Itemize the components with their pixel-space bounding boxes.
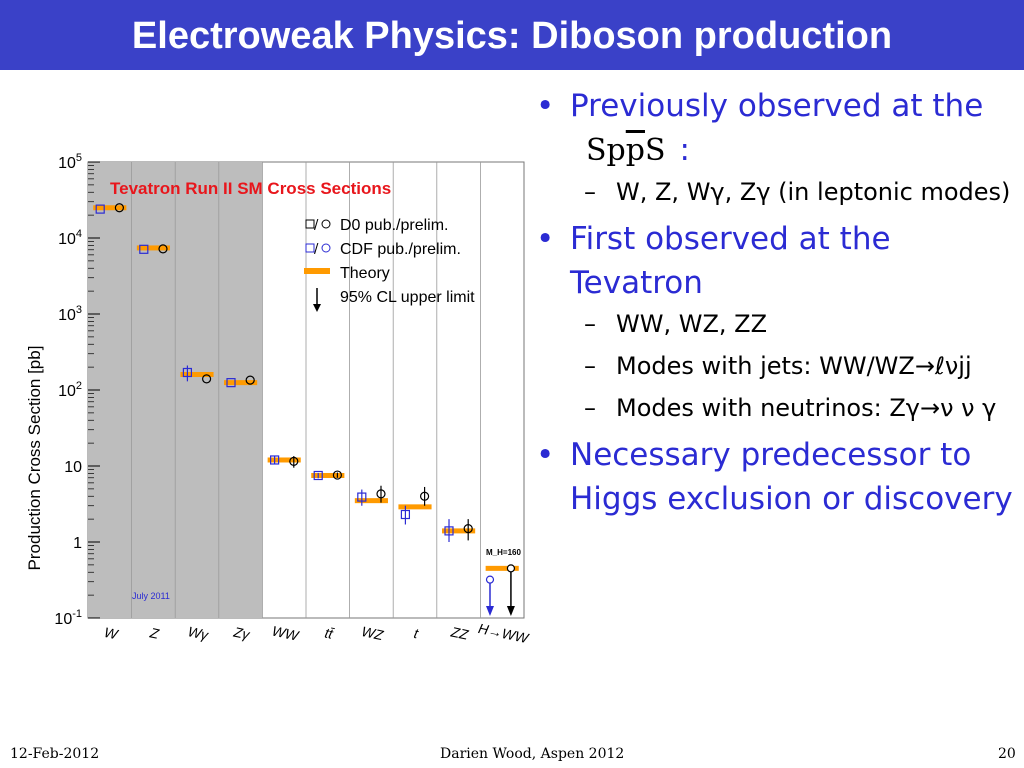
legend-d0-square (305, 219, 315, 229)
title-bar (0, 0, 1024, 70)
cdf-limit-point (485, 575, 495, 584)
theory-band (180, 371, 214, 377)
x-category-label: WW (271, 623, 302, 645)
d0-point (201, 374, 212, 384)
theory-band (354, 498, 388, 504)
x-category-label: t (412, 625, 420, 642)
d0-point (114, 203, 124, 213)
theory-band (311, 472, 345, 478)
x-category-label: WZ (360, 623, 385, 643)
theory-band (224, 380, 258, 386)
d0-limit-arrowhead (506, 606, 515, 616)
legend-limit-label: 95% CL upper limit (340, 289, 475, 306)
sub-bullet-text: WW, WZ, ZZ (616, 310, 768, 338)
legend-cdf-label: CDF pub./prelim. (340, 241, 461, 258)
x-category-label: W (103, 624, 121, 643)
footer-page-number: 20 (998, 746, 1016, 762)
sub-bullet-dash: – (584, 352, 596, 380)
d0-point (463, 524, 473, 534)
bullet-text: Previously observed at the (570, 88, 984, 124)
cdf-point (270, 455, 280, 465)
sub-bullet: – Modes with neutrinos: Zγ→ν ν γ (530, 391, 1020, 425)
sub-bullet: – WW, WZ, ZZ (530, 307, 1020, 341)
bullet-colon: : (679, 132, 690, 168)
cdf-limit-arrowhead (485, 606, 494, 616)
cdf-point (357, 492, 367, 502)
cdf-point (226, 378, 236, 388)
legend-d0-label: D0 pub./prelim. (340, 217, 449, 234)
sub-bullet-text: Modes with neutrinos: Zγ→ν ν γ (616, 394, 997, 422)
cdf-point (444, 526, 454, 536)
legend-cdf-circle (321, 243, 331, 253)
sub-bullet-dash: – (584, 178, 596, 206)
y-axis-label: Production Cross Section [pb] (25, 346, 44, 571)
sub-bullet-dash: – (584, 394, 596, 422)
d0-limit-point (506, 564, 516, 573)
theory-band (93, 205, 127, 211)
legend-theory-label: Theory (340, 265, 390, 282)
date-label: July 2011 (132, 591, 170, 601)
chart-title: Tevatron Run II SM Cross Sections (110, 179, 391, 198)
theory-band (136, 245, 170, 251)
legend-cdf-square (305, 243, 315, 253)
legend-theory-swatch (304, 268, 330, 274)
sppbar-part: p (625, 133, 645, 168)
y-tick-label: 1 (73, 535, 82, 552)
slide-title: Electroweak Physics: Diboson production (131, 15, 893, 57)
d0-point (158, 244, 168, 254)
bullet-dot: • (536, 88, 555, 124)
d0-point (245, 375, 255, 385)
higgs-mass-label: M_H=160 (486, 548, 521, 557)
footer-author: Darien Wood, Aspen 2012 (440, 746, 625, 762)
cdf-point (313, 470, 323, 481)
x-category-label: Z (148, 624, 161, 642)
legend-d0-circle (321, 219, 331, 229)
d0-point (419, 491, 430, 501)
legend-slash: / (314, 242, 319, 257)
theory-band (485, 565, 519, 571)
sub-bullet-text: W, Z, Wγ, Zγ (in leptonic modes) (616, 178, 1011, 206)
bullet-list: • Previously observed at the SppS: – W, Z… (530, 84, 1020, 523)
cdf-point (139, 244, 149, 254)
sppbar-part: Sp (586, 133, 626, 168)
theory-band (267, 457, 301, 463)
bullet-dot: • (536, 437, 555, 473)
x-category-label: ZZ (449, 623, 470, 643)
x-category-label: Zγ (231, 623, 251, 642)
sub-bullet-dash: – (584, 310, 596, 338)
sppbar-symbol: SppS (586, 129, 666, 173)
legend-limit-arrowhead (313, 304, 321, 312)
d0-point (289, 456, 299, 466)
sub-bullet-text: Modes with jets: WW/WZ→ℓνjj (616, 352, 972, 380)
footer-date: 12-Feb-2012 (10, 746, 100, 762)
cdf-point (95, 204, 105, 214)
theory-band (442, 528, 476, 534)
bullet-necessary: • Necessary predecessor to Higgs exclusi… (530, 433, 1020, 521)
bullet-dot: • (536, 221, 555, 257)
bullet-previously-observed: • Previously observed at the SppS: (530, 84, 1020, 173)
legend-slash: / (314, 218, 319, 233)
x-category-label: Wγ (186, 623, 210, 643)
y-tick-label: 10 (64, 459, 82, 476)
d0-point (376, 489, 386, 499)
bullet-first-observed: • First observed at the Tevatron (530, 217, 1020, 305)
sub-bullet: – W, Z, Wγ, Zγ (in leptonic modes) (530, 175, 1020, 209)
cdf-point (400, 509, 411, 520)
legend: / D0 pub./prelim. / CDF pub./prelim. The… (304, 217, 475, 312)
sppbar-part: S (644, 133, 666, 168)
theory-band (398, 504, 432, 510)
d0-point (332, 470, 342, 480)
cdf-point (182, 367, 193, 378)
sub-bullet: – Modes with jets: WW/WZ→ℓνjj (530, 349, 1020, 383)
bullet-text: Necessary predecessor to Higgs exclusion… (570, 437, 1013, 517)
bullet-text: First observed at the Tevatron (570, 221, 891, 301)
